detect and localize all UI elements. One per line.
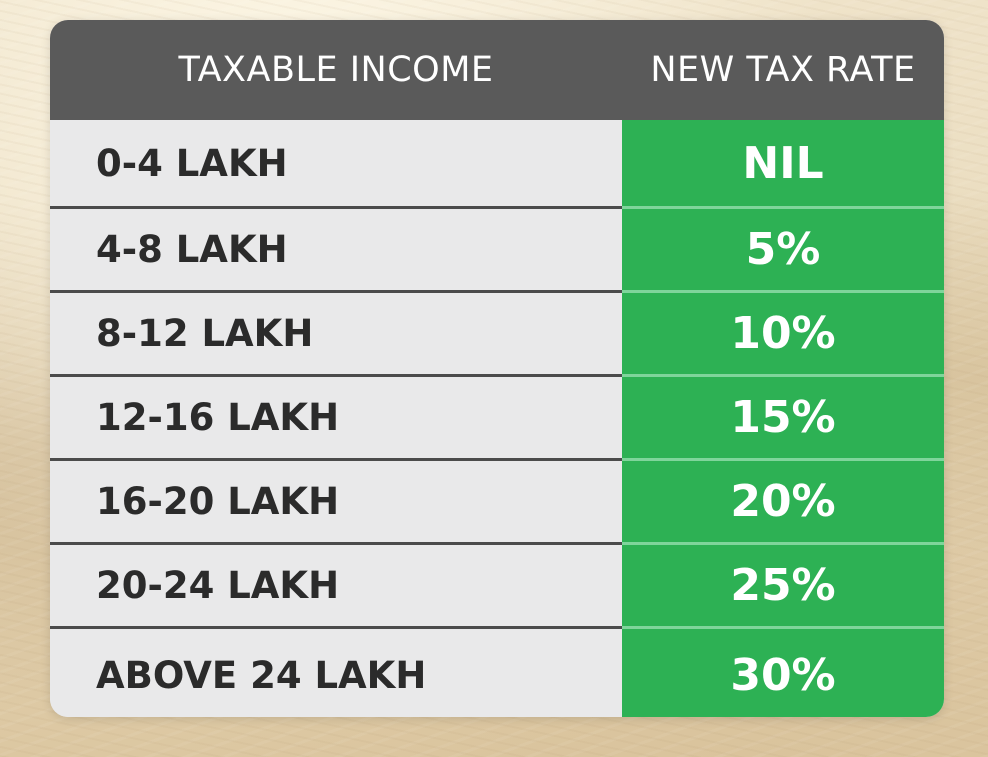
- income-cell: 20-24 LAKH: [50, 545, 622, 629]
- rate-cell: 20%: [622, 461, 944, 545]
- income-cell: 4-8 LAKH: [50, 209, 622, 293]
- income-cell: 0-4 LAKH: [50, 120, 622, 209]
- rate-cell: 10%: [622, 293, 944, 377]
- income-cell: 12-16 LAKH: [50, 377, 622, 461]
- rate-cell: 25%: [622, 545, 944, 629]
- rate-cell: 15%: [622, 377, 944, 461]
- header-taxable-income: TAXABLE INCOME: [178, 50, 494, 90]
- income-cell: 16-20 LAKH: [50, 461, 622, 545]
- rate-cell: 30%: [622, 629, 944, 717]
- table-body: 0-4 LAKH NIL 4-8 LAKH 5% 8-12 LAKH 10% 1…: [50, 120, 944, 717]
- table-row: 8-12 LAKH 10%: [50, 293, 944, 377]
- table-row: 0-4 LAKH NIL: [50, 120, 944, 209]
- table-row: 16-20 LAKH 20%: [50, 461, 944, 545]
- table-row: ABOVE 24 LAKH 30%: [50, 629, 944, 717]
- rate-cell: 5%: [622, 209, 944, 293]
- table-row: 4-8 LAKH 5%: [50, 209, 944, 293]
- header-new-tax-rate: NEW TAX RATE: [650, 50, 916, 90]
- table-row: 20-24 LAKH 25%: [50, 545, 944, 629]
- income-cell: ABOVE 24 LAKH: [50, 629, 622, 717]
- table-row: 12-16 LAKH 15%: [50, 377, 944, 461]
- income-cell: 8-12 LAKH: [50, 293, 622, 377]
- tax-rate-table: TAXABLE INCOME NEW TAX RATE 0-4 LAKH NIL…: [50, 20, 944, 717]
- rate-cell: NIL: [622, 120, 944, 209]
- table-header: TAXABLE INCOME NEW TAX RATE: [50, 20, 944, 120]
